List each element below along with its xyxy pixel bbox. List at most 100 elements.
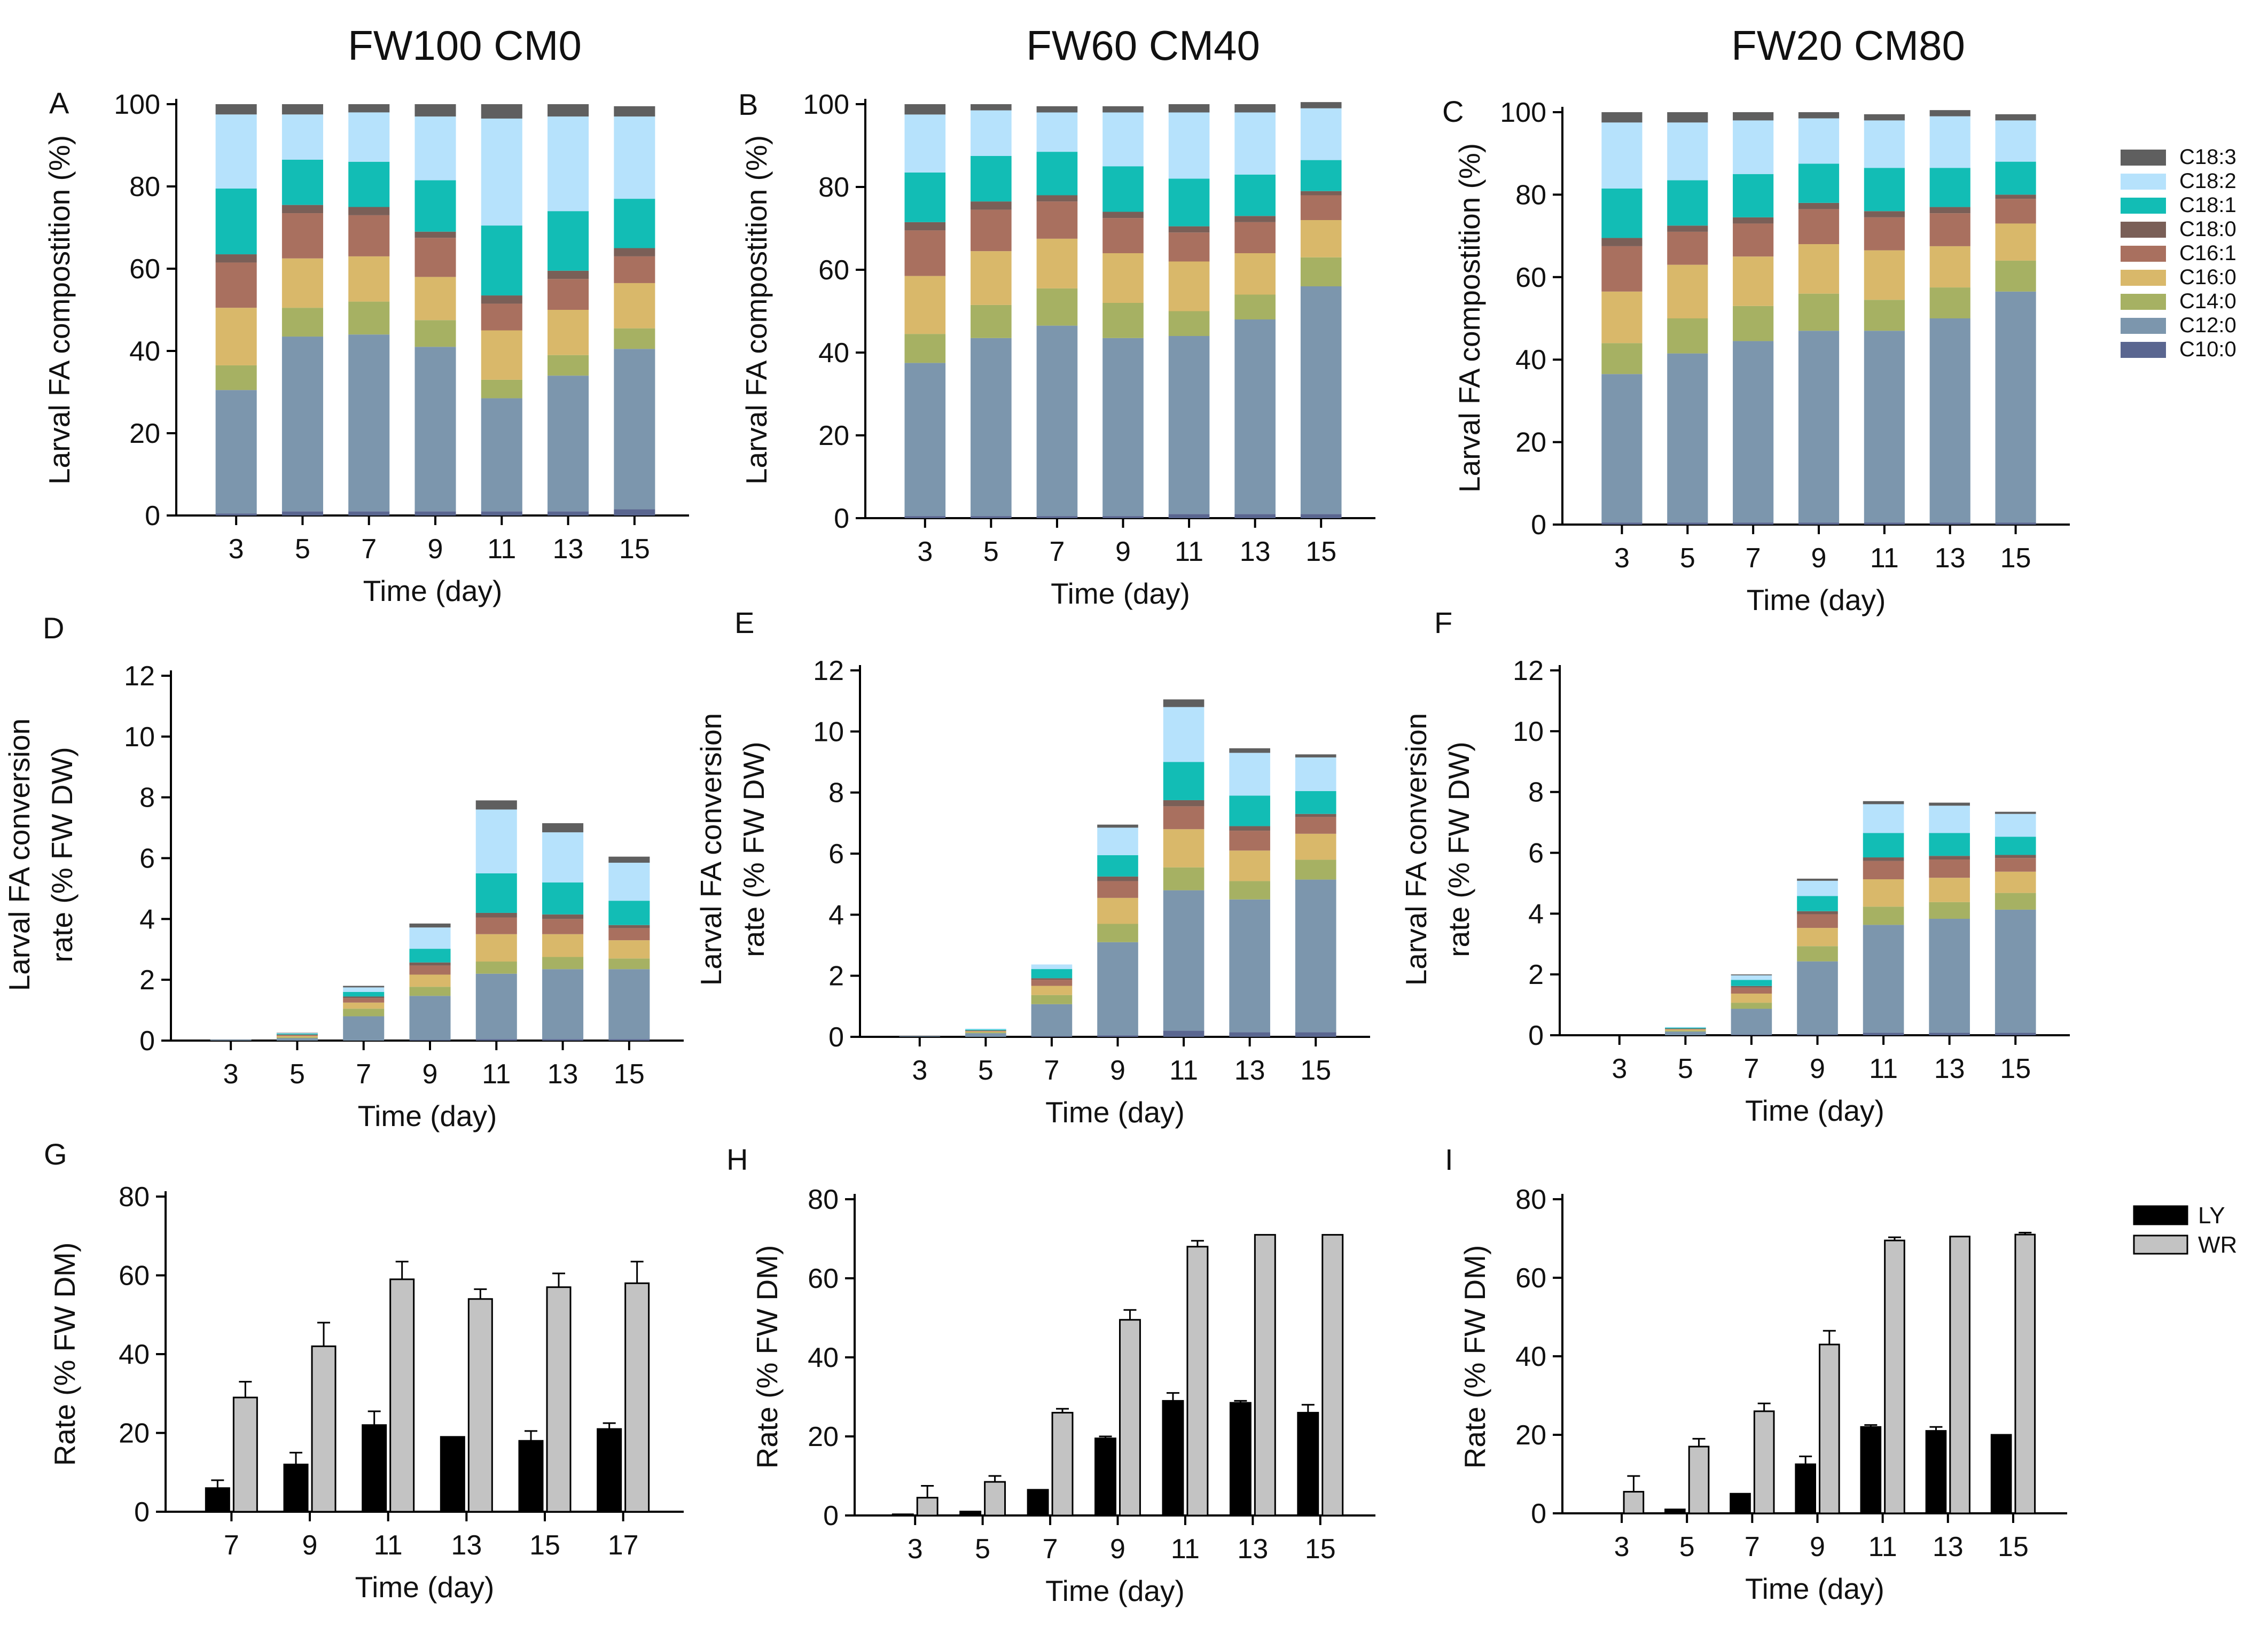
- y-tick-label: 2: [828, 961, 844, 992]
- bar-ly: [1599, 1512, 1621, 1514]
- bar-segment-c18-1: [1601, 188, 1643, 238]
- bar-segment-c18-0: [1665, 1028, 1706, 1029]
- bar-segment-c16-1: [348, 215, 390, 256]
- bar-segment-c16-0: [1995, 223, 2036, 261]
- legend-label: C10:0: [2179, 338, 2236, 361]
- bar-ly: [597, 1428, 622, 1513]
- bar-segment-c10-0: [1863, 1033, 1904, 1035]
- y-tick-label: 40: [129, 336, 160, 367]
- bar-segment-c18-2: [1229, 753, 1270, 796]
- bar-wr: [1949, 1236, 1970, 1514]
- y-tick-label: 2: [1528, 959, 1544, 990]
- bar-segment-c18-2: [481, 118, 522, 226]
- bar-segment-c18-3: [614, 106, 655, 117]
- bar-segment-c18-0: [481, 295, 522, 304]
- legend-swatch-c14-0: [2121, 294, 2166, 310]
- bar-segment-c16-0: [475, 934, 517, 962]
- bar-segment-c10-0: [481, 511, 522, 515]
- bar-segment-c18-3: [1929, 110, 1970, 116]
- x-tick-label: 11: [1870, 543, 1899, 574]
- x-tick-label: 9: [423, 1059, 438, 1090]
- bar-segment-c18-0: [1163, 800, 1205, 807]
- bar-segment-c14-0: [1036, 288, 1078, 326]
- y-tick-label: 0: [823, 1501, 839, 1531]
- y-axis-label: Larval FA compostition (%): [1453, 143, 1486, 493]
- bar-segment-c18-1: [1667, 180, 1708, 226]
- x-axis-label: Time (day): [1745, 1094, 1884, 1127]
- x-tick-label: 11: [487, 534, 516, 565]
- y-tick-label: 60: [808, 1263, 839, 1294]
- bar-segment-c12-0: [1168, 336, 1210, 514]
- bar-segment-c14-0: [542, 957, 584, 970]
- chart-panel-E: 0 2 4 6 8 10 12 3 5 7 9 11 13 15 Time (day) Larval FA c…: [694, 655, 1370, 1129]
- y-tick-label: 80: [1515, 179, 1546, 210]
- bar-wr: [546, 1286, 572, 1513]
- bar-wr: [1051, 1412, 1074, 1517]
- bar-segment-c16-1: [904, 230, 946, 276]
- bar-segment-c16-1: [614, 256, 655, 283]
- bar-ly: [1730, 1492, 1751, 1514]
- bar-segment-c18-3: [1036, 106, 1078, 113]
- bar-segment-c16-0: [481, 330, 522, 380]
- bar-segment-c12-0: [1995, 291, 2036, 523]
- bar-segment-c18-2: [1102, 112, 1144, 167]
- bar-segment-c18-2: [1031, 964, 1073, 970]
- x-tick-label: 15: [2000, 543, 2031, 574]
- bar-segment-c12-0: [1163, 890, 1205, 1031]
- bar-segment-c14-0: [1864, 300, 1905, 331]
- bar-segment-c10-0: [1300, 514, 1342, 518]
- x-tick-label: 5: [295, 534, 310, 565]
- bar-segment-c18-0: [542, 914, 584, 919]
- bar-segment-c16-1: [1798, 209, 1840, 245]
- bar-segment-c10-0: [415, 511, 456, 515]
- bar-segment-c12-0: [542, 969, 584, 1040]
- bar-segment-c12-0: [548, 376, 589, 512]
- bar-segment-c18-3: [281, 104, 323, 115]
- bar-ly: [440, 1436, 465, 1513]
- bar-wr: [916, 1497, 939, 1517]
- y-tick-label: 8: [1528, 777, 1544, 808]
- bar-segment-c16-0: [1168, 261, 1210, 311]
- chart-panel-H: 0 20 40 60 80 3 5 7 9 11 13 15 Time (day) Rate (% FW …: [750, 1184, 1375, 1607]
- bar-segment-c18-0: [1168, 226, 1210, 233]
- bar-segment-c16-0: [548, 310, 589, 355]
- x-tick-label: 13: [451, 1530, 482, 1561]
- bar-segment-c10-0: [1168, 514, 1210, 518]
- bar-segment-c10-0: [542, 1039, 584, 1041]
- x-tick-label: 5: [1679, 1531, 1695, 1562]
- bar-segment-c18-3: [348, 104, 390, 113]
- x-tick-label: 3: [1612, 1053, 1627, 1084]
- x-tick-label: 13: [1934, 1053, 1965, 1084]
- bar-segment-c18-3: [1097, 824, 1138, 828]
- legend-swatch-c10-0: [2121, 342, 2166, 358]
- chart-panel-I: 0 20 40 60 80 3 5 7 9 11 13 15 Time (day) Rate (% FW …: [1458, 1184, 2067, 1605]
- bar-ly: [1094, 1437, 1117, 1517]
- bar-segment-c12-0: [1995, 909, 2036, 1033]
- y-axis-label: Larval FA conversion: [694, 713, 728, 986]
- y-tick-label: 20: [1515, 427, 1546, 458]
- x-tick-label: 7: [1049, 536, 1065, 567]
- y-tick-label: 4: [139, 904, 155, 935]
- bar-segment-c18-3: [1733, 112, 1774, 121]
- bar-segment-c18-1: [348, 161, 390, 207]
- column-title-2: FW60 CM40: [1026, 22, 1260, 69]
- bar-wr: [624, 1282, 650, 1513]
- bar-segment-c16-0: [1102, 253, 1144, 303]
- x-tick-label: 15: [2000, 1053, 2031, 1084]
- bar-segment-c16-0: [276, 1036, 318, 1037]
- bar-segment-c18-2: [1163, 707, 1205, 762]
- legend-label: C18:0: [2179, 217, 2236, 241]
- y-axis-label: Rate (% FW DM): [1458, 1245, 1491, 1469]
- bar-segment-c18-3: [343, 986, 385, 988]
- bar-segment-c18-1: [542, 882, 584, 915]
- bar-segment-c16-1: [1929, 859, 1970, 878]
- bar-segment-c18-0: [1300, 191, 1342, 196]
- bar-segment-c14-0: [1798, 293, 1840, 331]
- bar-segment-c18-1: [1295, 791, 1336, 814]
- bar-ly: [283, 1464, 309, 1513]
- chart-panel-F: 0 2 4 6 8 10 12 3 5 7 9 11 13 15 Time (day) Larval FA c…: [1399, 655, 2070, 1127]
- bar-segment-c18-3: [1667, 112, 1708, 123]
- bar-segment-c18-2: [1234, 112, 1276, 175]
- legend-ly-wr: LY WR: [2133, 1202, 2237, 1258]
- bar-segment-c18-2: [971, 110, 1012, 156]
